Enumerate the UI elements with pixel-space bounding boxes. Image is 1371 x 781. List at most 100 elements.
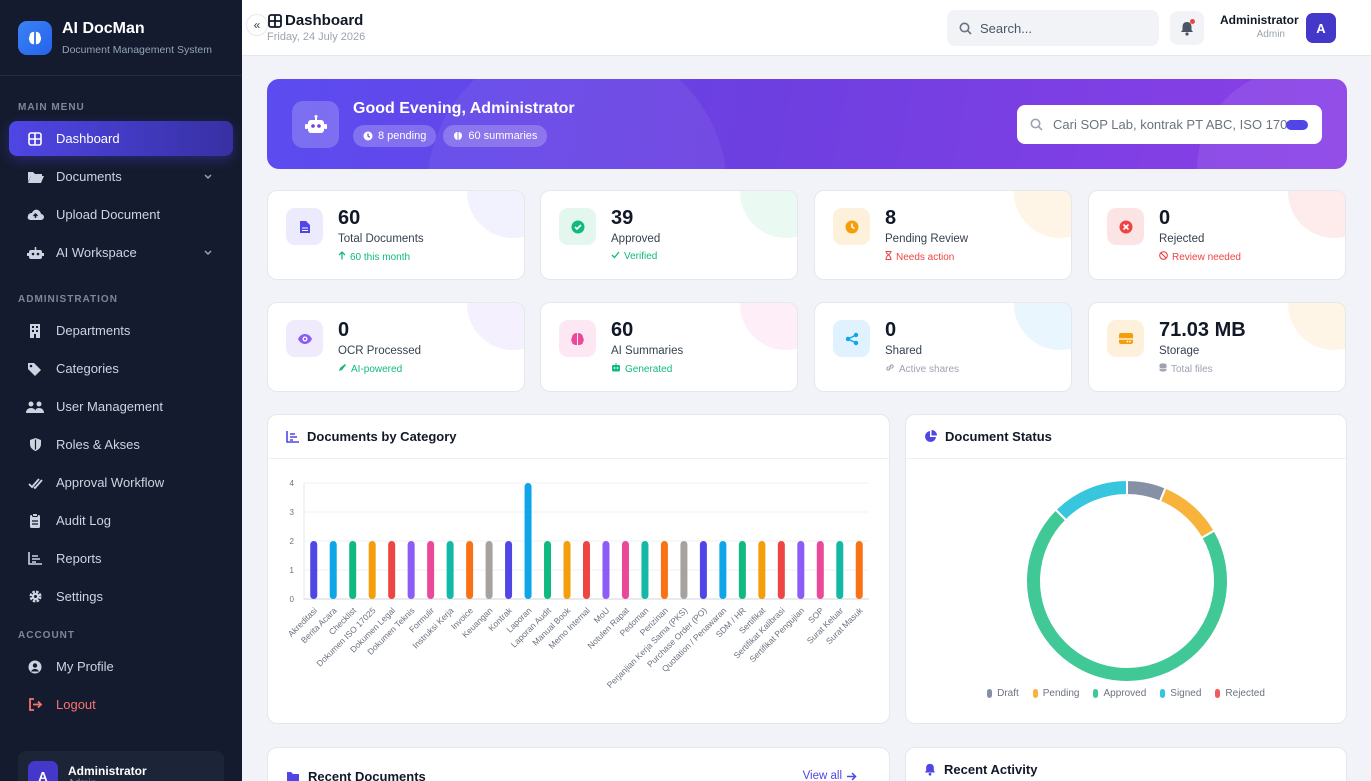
notifications-button[interactable] (1170, 11, 1204, 45)
stat-value: 0 (885, 319, 897, 341)
donut-slice-draft[interactable] (1126, 478, 1167, 503)
sidebar-item-label: User Management (56, 399, 163, 414)
bar (485, 541, 493, 599)
bar (544, 541, 552, 599)
avatar: A (28, 761, 58, 781)
sidebar-item-documents[interactable]: Documents (9, 159, 233, 194)
sidebar-item-ai-workspace[interactable]: AI Workspace (9, 235, 233, 270)
bar (505, 541, 513, 599)
clock-icon (833, 208, 870, 245)
avatar[interactable]: A (1306, 13, 1336, 43)
sidebar-item-dashboard[interactable]: Dashboard (9, 121, 233, 156)
stat-subtext: Generated (611, 363, 672, 375)
search-input[interactable] (980, 20, 1140, 36)
bar-chart-icon (286, 430, 299, 443)
recent-activity-panel: Recent Activity (905, 747, 1347, 781)
stat-card-ocr-processed[interactable]: 0 OCR Processed AI-powered (267, 302, 525, 392)
tags-icon (26, 360, 44, 378)
bar (602, 541, 610, 599)
panel-title: Document Status (945, 429, 1052, 444)
ai-search[interactable] (1017, 105, 1322, 144)
donut-slice-signed[interactable] (1054, 478, 1128, 522)
sidebar-item-departments[interactable]: Departments (9, 313, 233, 348)
document-status-panel: Document Status Draft Pending Approved Sign… (905, 414, 1347, 724)
donut-slice-approved[interactable] (1025, 508, 1229, 683)
recent-documents-panel: Recent Documents View all (267, 747, 890, 781)
bar (777, 541, 785, 599)
bar (719, 541, 727, 599)
legend-item-approved[interactable]: Approved (1093, 688, 1146, 699)
y-tick-label: 0 (290, 595, 295, 604)
robot-icon (611, 363, 621, 375)
legend-item-rejected[interactable]: Rejected (1215, 688, 1265, 699)
section-account: ACCOUNT (18, 630, 75, 641)
document-status-chart (1025, 478, 1229, 683)
folder-open-icon (26, 168, 44, 186)
double-chevron-left-icon: « (253, 18, 261, 32)
view-all-link[interactable]: View all (803, 770, 857, 781)
greeting: Good Evening, Administrator (353, 100, 575, 117)
global-search[interactable] (947, 10, 1159, 46)
stat-card-shared[interactable]: 0 Shared Active shares (814, 302, 1072, 392)
bar (466, 541, 474, 599)
sidebar-item-categories[interactable]: Categories (9, 351, 233, 386)
legend-item-signed[interactable]: Signed (1160, 688, 1201, 699)
stat-card-pending-review[interactable]: 8 Pending Review Needs action (814, 190, 1072, 280)
users-icon (26, 398, 44, 416)
brain-icon (559, 320, 596, 357)
bar (680, 541, 688, 599)
sidebar-item-my-profile[interactable]: My Profile (9, 649, 233, 684)
stat-subtext: Total files (1159, 363, 1213, 375)
ban-icon (1159, 251, 1168, 263)
stat-card-rejected[interactable]: 0 Rejected Review needed (1088, 190, 1346, 280)
ai-search-input[interactable] (1053, 117, 1298, 132)
sidebar-user-card[interactable]: A Administrator Admin (18, 751, 224, 781)
sidebar-item-label: AI Workspace (56, 245, 137, 260)
topbar-user-name: Administrator (1220, 13, 1299, 27)
sidebar-item-label: Dashboard (56, 131, 120, 146)
page-date: Friday, 24 July 2026 (267, 31, 366, 43)
sidebar-item-label: Documents (56, 169, 122, 184)
stat-value: 8 (885, 207, 897, 229)
stat-card-total-documents[interactable]: 60 Total Documents 60 this month (267, 190, 525, 280)
ai-search-submit-button[interactable] (1286, 120, 1308, 130)
legend-item-pending[interactable]: Pending (1032, 688, 1079, 699)
stat-label: Rejected (1159, 233, 1205, 245)
bar (310, 541, 318, 599)
sidebar-item-reports[interactable]: Reports (9, 541, 233, 576)
stat-card-approved[interactable]: 39 Approved Verified (540, 190, 798, 280)
sidebar-item-label: Logout (56, 697, 96, 712)
stat-value: 60 (611, 319, 634, 341)
check-icon (611, 251, 620, 262)
x-circle-icon (1107, 208, 1144, 245)
topbar-user[interactable]: Administrator Admin (1220, 13, 1299, 40)
sidebar-item-label: Reports (56, 551, 102, 566)
sidebar-item-audit-log[interactable]: Audit Log (9, 503, 233, 538)
panel-header: Document Status (906, 415, 1346, 459)
panel-title: Documents by Category (307, 429, 457, 444)
donut-slice-pending[interactable] (1158, 486, 1216, 540)
sidebar-item-settings[interactable]: Settings (9, 579, 233, 614)
stat-card-ai-summaries[interactable]: 60 AI Summaries Generated (540, 302, 798, 392)
sidebar-item-user-management[interactable]: User Management (9, 389, 233, 424)
sidebar-item-logout[interactable]: Logout (9, 687, 233, 722)
legend-item-draft[interactable]: Draft (987, 688, 1019, 699)
legend-swatch (1093, 689, 1099, 698)
sidebar-item-approval-workflow[interactable]: Approval Workflow (9, 465, 233, 500)
sidebar-item-roles-akses[interactable]: Roles & Akses (9, 427, 233, 462)
stat-value: 39 (611, 207, 634, 229)
sidebar-item-upload-document[interactable]: Upload Document (9, 197, 233, 232)
legend-swatch (1215, 689, 1221, 698)
documents-by-category-panel: Documents by Category 0 1 2 3 4 Akreditasi Ber… (267, 414, 890, 724)
bar (349, 541, 357, 599)
collapse-sidebar-button[interactable]: « (246, 14, 268, 36)
stat-card-storage[interactable]: 71.03 MB Storage Total files (1088, 302, 1346, 392)
stat-label: Approved (611, 233, 661, 245)
chevron-down-icon (203, 246, 213, 261)
pie-chart-icon (925, 430, 937, 442)
decor-circle (740, 303, 797, 350)
sidebar: AI DocMan Document Management System MAI… (0, 0, 242, 781)
gear-icon (26, 588, 44, 606)
stat-subtext-label: Verified (624, 251, 658, 262)
